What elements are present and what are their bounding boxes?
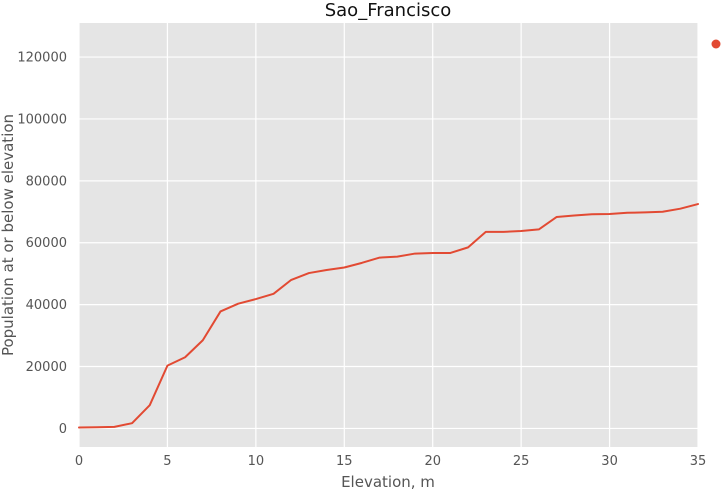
y-tick-label: 60000 <box>26 236 67 251</box>
x-tick-label: 25 <box>513 454 530 469</box>
y-tick-label: 0 <box>59 422 67 437</box>
grid-lines <box>78 23 699 447</box>
series-group <box>78 203 699 429</box>
x-tick-labels: 0 5 10 15 20 25 30 35 <box>75 454 706 469</box>
x-tick-label: 0 <box>75 454 83 469</box>
y-tick-label: 80000 <box>26 174 67 189</box>
y-tick-label: 40000 <box>26 298 67 313</box>
y-tick-label: 100000 <box>17 112 67 127</box>
x-axis-label: Elevation, m <box>341 473 435 491</box>
y-tick-label: 120000 <box>17 51 67 66</box>
x-tick-label: 10 <box>248 454 265 469</box>
x-tick-label: 5 <box>163 454 171 469</box>
series-line-0 <box>78 203 699 429</box>
y-axis-label: Population at or below elevation <box>0 114 17 356</box>
y-tick-labels: 0 20000 40000 60000 80000 100000 120000 <box>17 51 67 437</box>
legend-marker-0 <box>711 39 721 49</box>
y-tick-label: 20000 <box>26 360 67 375</box>
x-tick-label: 35 <box>690 454 707 469</box>
x-tick-label: 20 <box>424 454 441 469</box>
chart-title: Sao_Francisco <box>325 0 452 21</box>
legend <box>711 39 721 49</box>
x-tick-label: 30 <box>601 454 618 469</box>
x-tick-label: 15 <box>336 454 353 469</box>
plot-background <box>79 23 698 447</box>
